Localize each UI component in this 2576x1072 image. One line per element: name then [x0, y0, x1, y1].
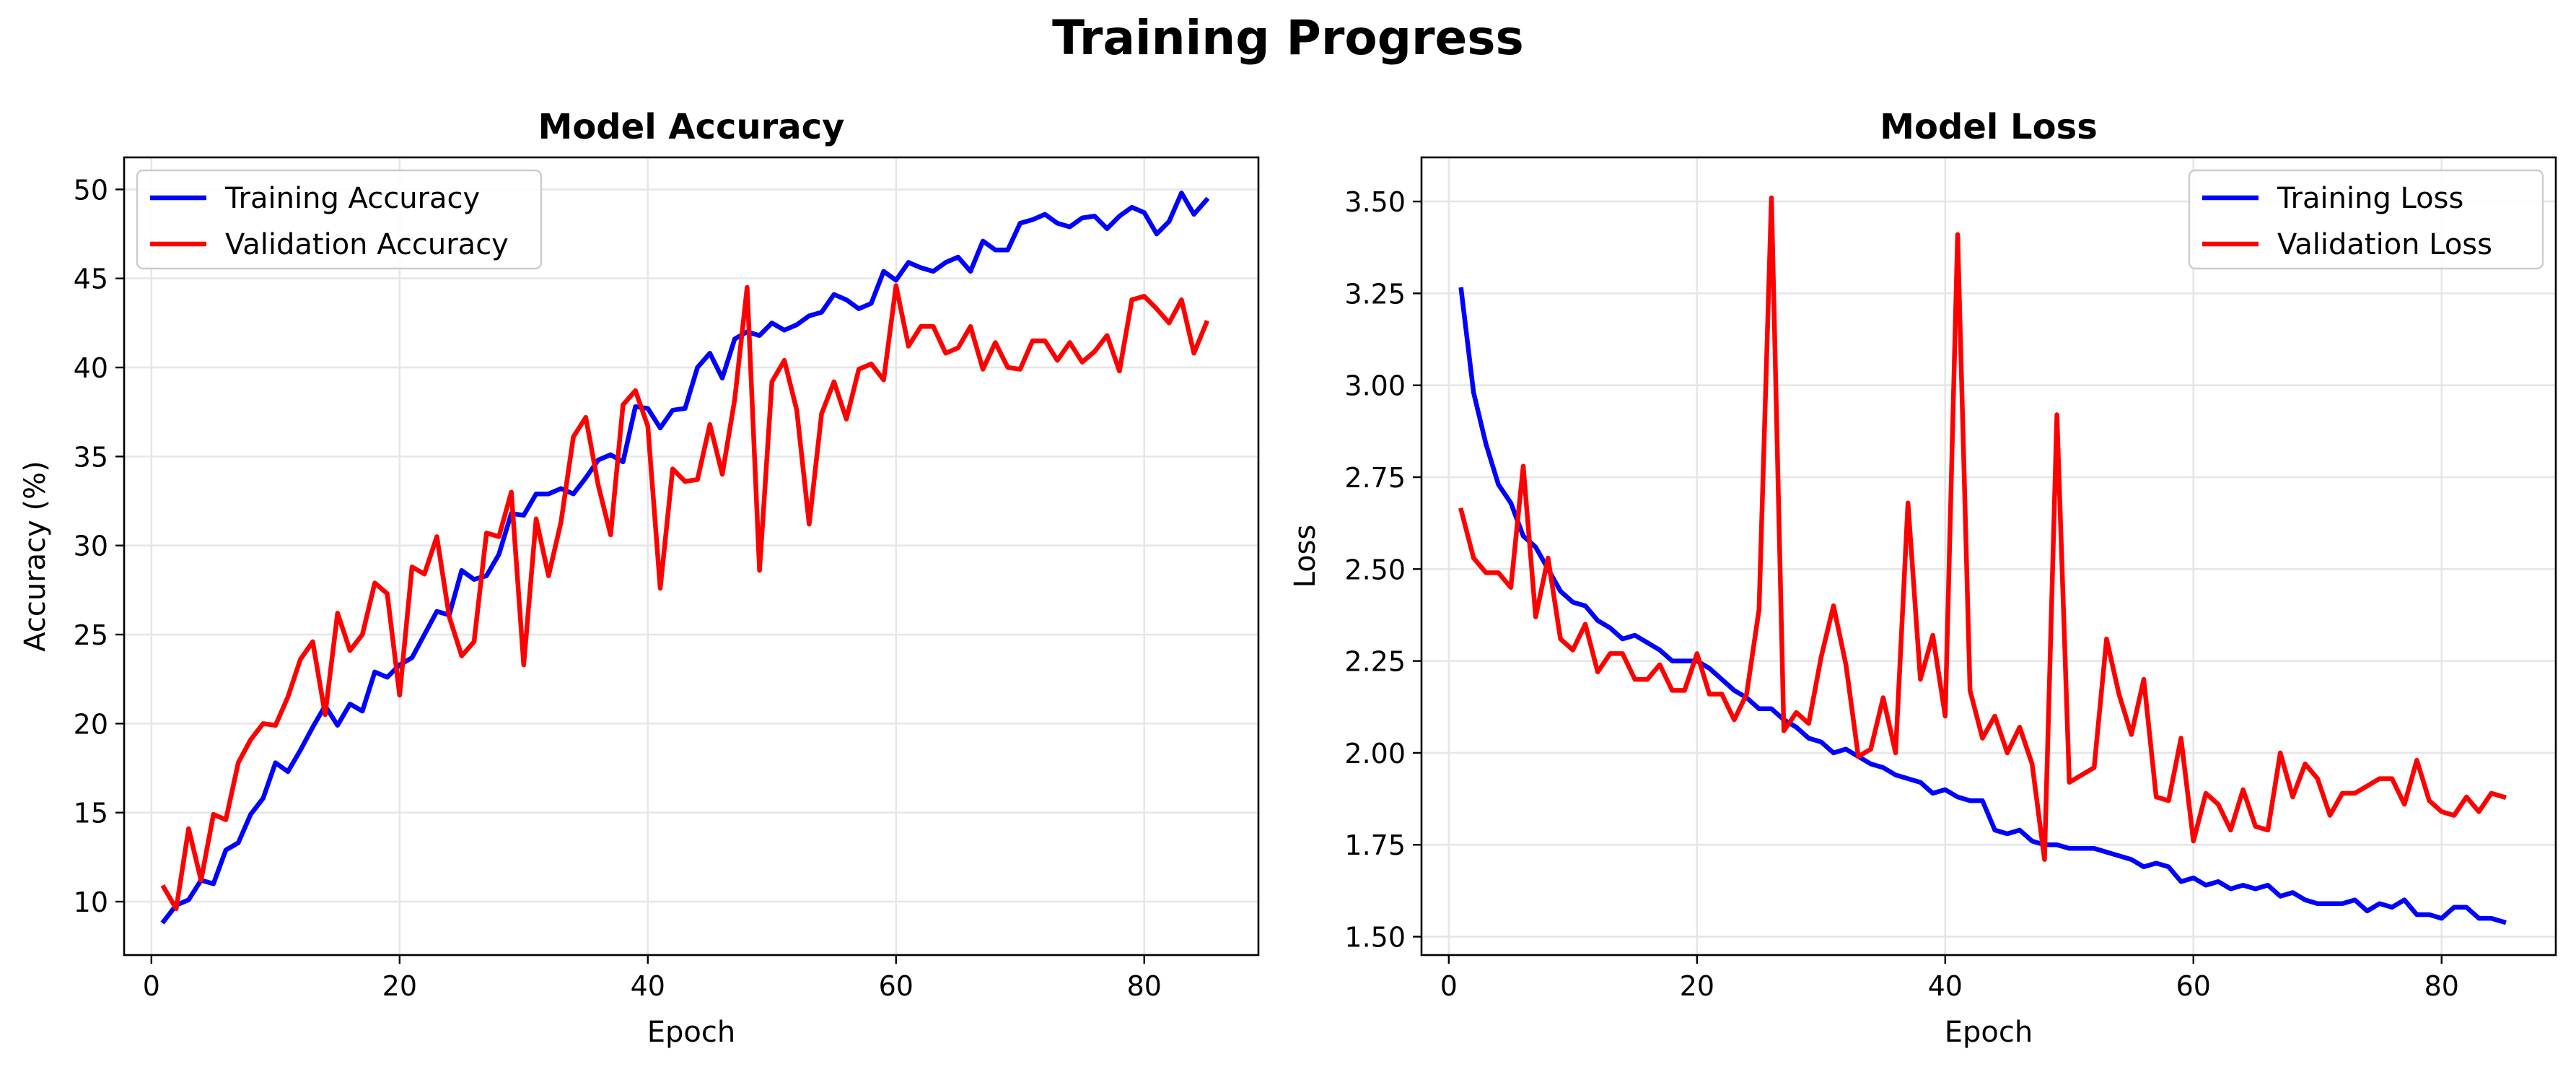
accuracy-y-tick-label: 30 — [74, 531, 108, 562]
accuracy-legend: Training Accuracy Validation Accuracy — [136, 169, 543, 270]
loss-plot-frame — [1420, 156, 2557, 956]
loss-y-axis-label: Loss — [1289, 525, 1322, 588]
accuracy-y-tick-label: 25 — [74, 619, 108, 651]
loss-y-tick-label: 3.25 — [1344, 278, 1406, 310]
accuracy-y-axis-label: Accuracy (%) — [19, 461, 52, 652]
loss-chart-title: Model Loss — [1880, 107, 2098, 147]
loss-x-tick-label: 20 — [1680, 970, 1714, 1002]
loss-x-tick-label: 80 — [2424, 970, 2459, 1002]
validation-accuracy-legend-label: Validation Accuracy — [225, 228, 509, 261]
accuracy-y-tick-label: 45 — [74, 263, 108, 295]
loss-y-tick-label: 2.75 — [1344, 462, 1406, 494]
accuracy-chart-panel: 0 20 40 60 80 10 15 20 25 30 35 40 45 50 Model Accurac… — [19, 107, 1260, 1049]
loss-x-tick-label: 60 — [2176, 970, 2211, 1002]
loss-y-tick-label: 2.25 — [1344, 646, 1406, 678]
accuracy-y-tick-label: 10 — [74, 886, 108, 918]
accuracy-y-tick-label: 50 — [74, 174, 108, 206]
loss-x-tick-label: 0 — [1440, 970, 1458, 1002]
loss-y-tick-label: 1.50 — [1344, 922, 1406, 954]
accuracy-x-tick-label: 60 — [879, 970, 914, 1002]
loss-legend: Training Loss Validation Loss — [2188, 169, 2544, 270]
loss-y-tick-label: 1.75 — [1344, 829, 1406, 861]
loss-y-tick-label: 2.00 — [1344, 738, 1406, 770]
accuracy-x-tick-label: 80 — [1127, 970, 1162, 1002]
loss-y-tick-label: 2.50 — [1344, 554, 1406, 585]
loss-legend-box — [2188, 169, 2544, 270]
accuracy-plot-frame — [123, 156, 1260, 956]
accuracy-x-tick-label: 0 — [143, 970, 160, 1002]
validation-loss-line — [1458, 195, 2507, 862]
accuracy-x-axis-label: Epoch — [647, 1016, 735, 1049]
loss-chart-panel: 0 20 40 60 80 1.50 1.75 2.00 2.25 2.50 2.75 3.00 3.2… — [1289, 107, 2557, 1049]
figure-title: Training Progress — [1052, 10, 1524, 66]
loss-y-tick-label: 3.50 — [1344, 186, 1406, 218]
accuracy-chart-title: Model Accuracy — [538, 107, 845, 147]
training-accuracy-line — [160, 191, 1210, 925]
accuracy-y-tick-label: 35 — [74, 441, 108, 473]
loss-x-tick-label: 40 — [1928, 970, 1963, 1002]
accuracy-y-tick-label: 20 — [74, 708, 108, 740]
training-loss-line — [1458, 287, 2507, 925]
accuracy-legend-box — [136, 169, 543, 270]
validation-loss-legend-label: Validation Loss — [2277, 228, 2492, 261]
loss-y-tick-label: 3.00 — [1344, 370, 1406, 402]
training-accuracy-legend-label: Training Accuracy — [224, 182, 480, 215]
training-loss-legend-label: Training Loss — [2277, 182, 2463, 215]
validation-accuracy-line — [160, 283, 1210, 912]
accuracy-x-tick-label: 40 — [631, 970, 665, 1002]
accuracy-y-tick-label: 40 — [74, 352, 108, 384]
accuracy-y-tick-label: 15 — [74, 798, 108, 829]
loss-x-axis-label: Epoch — [1945, 1016, 2033, 1049]
accuracy-x-tick-label: 20 — [382, 970, 417, 1002]
